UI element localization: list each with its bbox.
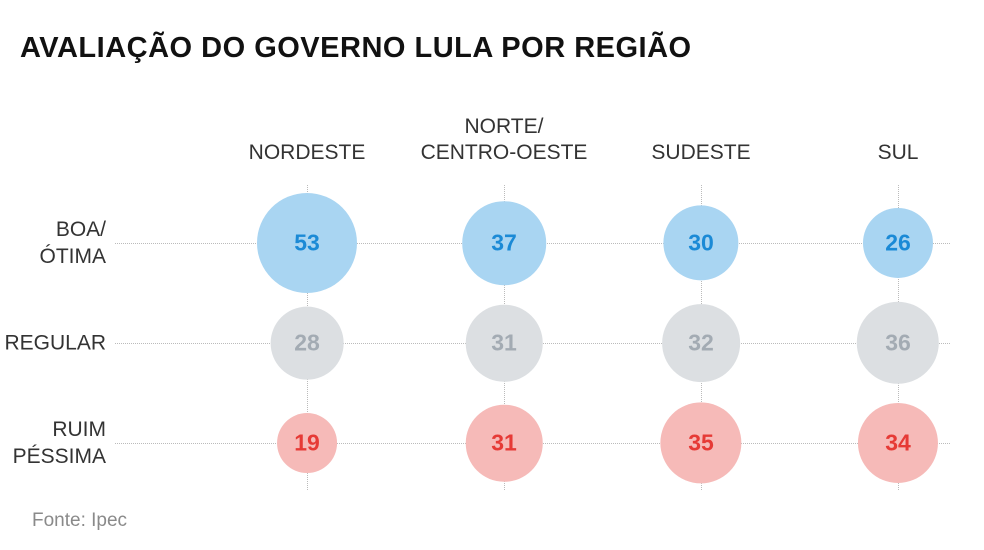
- value-label: 34: [885, 429, 911, 456]
- value-label: 36: [885, 329, 911, 356]
- column-label: NORDESTE: [248, 141, 366, 164]
- value-label: 30: [688, 229, 714, 256]
- bubble: [465, 304, 543, 382]
- bubble: [256, 192, 358, 294]
- row-label: BOA/ ÓTIMA: [39, 218, 107, 268]
- bubble: [856, 301, 940, 385]
- chart-title: AVALIAÇÃO DO GOVERNO LULA POR REGIÃO: [20, 32, 692, 64]
- value-label: 53: [294, 229, 320, 256]
- source-note: Fonte: Ipec: [32, 510, 128, 531]
- row-label: REGULAR: [4, 331, 106, 355]
- value-label: 37: [491, 229, 517, 256]
- bubble: [663, 205, 739, 281]
- value-label: 35: [688, 429, 714, 456]
- column-label: SUL: [877, 141, 919, 164]
- bubble: [462, 201, 546, 285]
- bubble: [662, 304, 740, 382]
- bubble: [660, 402, 742, 484]
- value-label: 31: [491, 329, 517, 356]
- value-label: 31: [491, 429, 517, 456]
- bubble: [465, 404, 543, 482]
- value-label: 32: [688, 329, 714, 356]
- bubble: [862, 207, 934, 279]
- bubble: [857, 402, 939, 484]
- column-label: SUDESTE: [651, 141, 751, 164]
- bubble: [270, 306, 344, 380]
- value-label: 19: [294, 429, 320, 456]
- column-label: NORTE/ CENTRO-OESTE: [420, 115, 588, 164]
- row-label: RUIM PÉSSIMA: [12, 418, 106, 468]
- value-label: 26: [885, 229, 911, 256]
- bubble: [277, 413, 337, 473]
- value-label: 28: [294, 329, 320, 356]
